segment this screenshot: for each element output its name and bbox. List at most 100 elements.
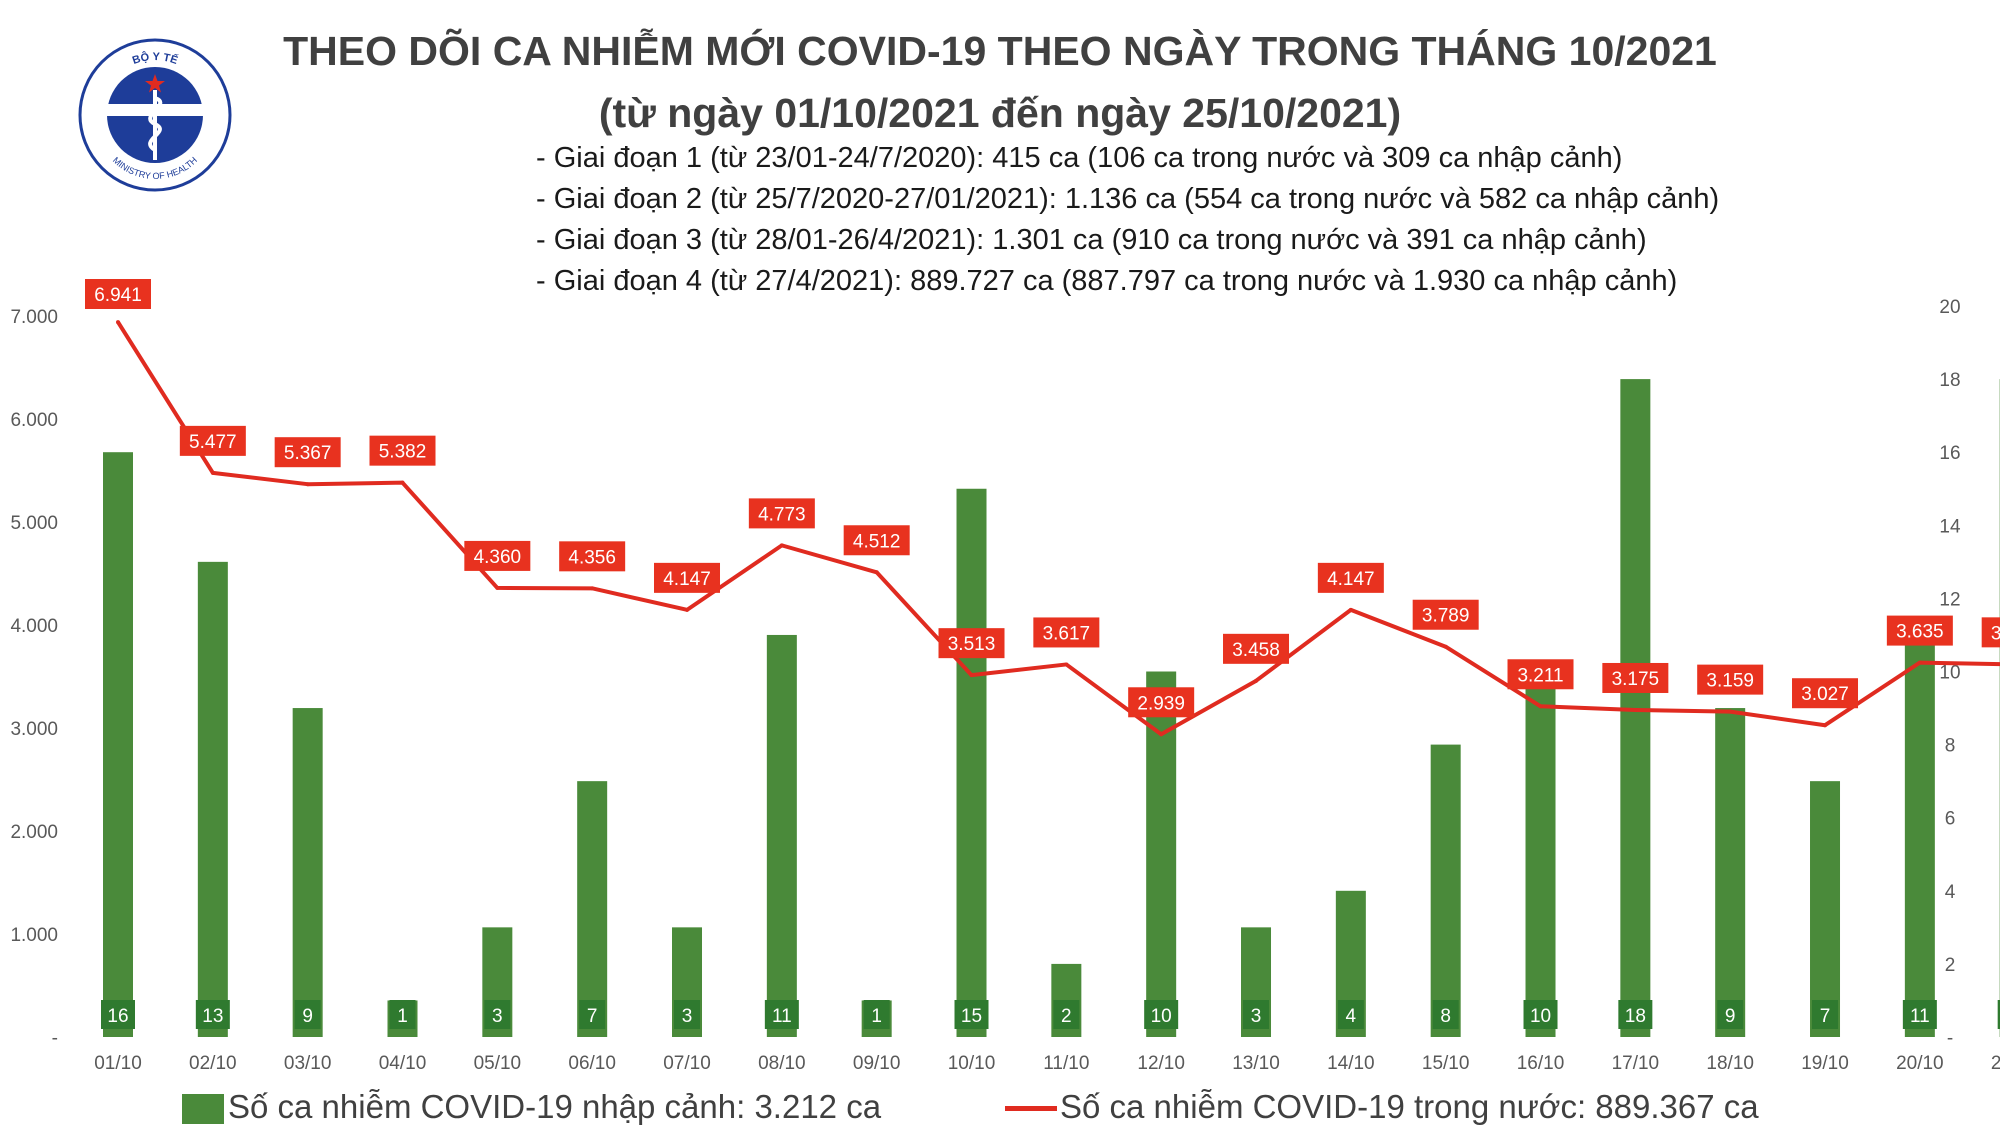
line-value-label: 3.211 xyxy=(1517,665,1563,686)
y-right-tick-label: 20 xyxy=(1939,297,1960,318)
phase-3-text: - Giai đoạn 3 (từ 28/01-26/4/2021): 1.30… xyxy=(536,224,1647,256)
x-tick-label: 02/10 xyxy=(189,1053,237,1074)
line-value-label: 4.360 xyxy=(474,547,522,568)
bar-18/10 xyxy=(1715,708,1746,1037)
line-point-03/10 xyxy=(305,482,310,487)
bar-value-label: 10 xyxy=(1530,1006,1551,1027)
bar-06/10 xyxy=(577,781,608,1037)
line-point-07/10 xyxy=(685,607,690,612)
bar-label-bg xyxy=(195,1000,230,1029)
line-label-bg xyxy=(85,279,151,309)
y-left-tick-label: 6.000 xyxy=(10,410,58,431)
y-right-tick-label: 6 xyxy=(1945,809,1956,830)
line-point-11/10 xyxy=(1064,662,1069,667)
x-tick-label: 07/10 xyxy=(663,1053,711,1074)
bar-label-bg xyxy=(1053,1000,1080,1029)
bar-value-label: 18 xyxy=(1625,1006,1646,1027)
bar-value-label: 7 xyxy=(587,1006,598,1027)
x-tick-label: 14/10 xyxy=(1327,1053,1375,1074)
bar-label-bg xyxy=(294,1000,321,1029)
bar-label-bg xyxy=(954,1000,989,1029)
line-value-label: 4.147 xyxy=(663,569,711,590)
legend-line-swatch xyxy=(1005,1106,1057,1111)
line-value-label: 4.147 xyxy=(1327,569,1375,590)
y-right-tick-label: 4 xyxy=(1945,882,1956,903)
line-value-label: 4.773 xyxy=(758,504,806,525)
bar-label-bg xyxy=(1997,1000,2000,1029)
line-label-bg xyxy=(1981,617,2000,648)
line-label-bg xyxy=(1886,615,1953,646)
line-value-label: 5.367 xyxy=(284,443,332,464)
x-tick-label: 10/10 xyxy=(948,1053,996,1074)
x-tick-label: 17/10 xyxy=(1612,1053,1660,1074)
y-right-tick-label: 10 xyxy=(1939,663,1960,684)
line-value-label: 3.159 xyxy=(1706,671,1754,692)
line-point-04/10 xyxy=(400,480,405,485)
line-label-bg xyxy=(654,562,721,593)
x-tick-label: 06/10 xyxy=(568,1053,616,1074)
line-label-bg xyxy=(1602,662,1669,693)
phase-4-text: - Giai đoạn 4 (từ 27/4/2021): 889.727 ca… xyxy=(536,265,1678,297)
x-tick-label: 04/10 xyxy=(379,1053,427,1074)
x-tick-label: 01/10 xyxy=(94,1053,142,1074)
svg-text:BỘ Y TẾ: BỘ Y TẾ xyxy=(131,50,180,67)
legend-bar-label: Số ca nhiễm COVID-19 nhập cảnh: 3.212 ca xyxy=(228,1088,882,1125)
x-tick-label: 21/10 xyxy=(1991,1053,2000,1074)
line-point-15/10 xyxy=(1443,644,1448,649)
line-label-bg xyxy=(1033,617,1100,648)
bar-value-label: 1 xyxy=(871,1006,882,1027)
bar-20/10 xyxy=(1904,634,1935,1037)
line-value-label: 5.382 xyxy=(379,442,427,463)
logo-top-text: BỘ Y TẾ xyxy=(131,50,180,67)
bar-value-label: 10 xyxy=(1151,1006,1172,1027)
line-label-bg xyxy=(843,525,910,556)
phase-1-text: - Giai đoạn 1 (từ 23/01-24/7/2020): 415 … xyxy=(536,142,1623,174)
bar-label-bg xyxy=(1144,1000,1179,1029)
line-label-bg xyxy=(179,425,246,456)
bar-label-bg xyxy=(1432,1000,1459,1029)
line-label-bg xyxy=(274,437,341,468)
line-point-12/10 xyxy=(1159,732,1164,737)
bar-value-label: 3 xyxy=(492,1006,503,1027)
x-tick-label: 12/10 xyxy=(1137,1053,1185,1074)
line-value-label: 4.512 xyxy=(853,531,901,552)
line-point-01/10 xyxy=(116,320,120,325)
line-value-label: 6.941 xyxy=(94,285,142,306)
y-left-tick-label: 7.000 xyxy=(10,307,58,328)
line-label-bg xyxy=(748,498,815,529)
bar-03/10 xyxy=(292,708,323,1037)
chart-title: THEO DÕI CA NHIỄM MỚI COVID-19 THEO NGÀY… xyxy=(283,28,1717,74)
bar-value-label: 11 xyxy=(772,1006,792,1027)
line-value-label: 3.175 xyxy=(1612,669,1660,690)
bar-label-bg xyxy=(863,1000,890,1029)
line-label-bg xyxy=(369,435,436,466)
line-label-bg xyxy=(1792,678,1859,709)
x-tick-label: 11/10 xyxy=(1043,1053,1089,1074)
bar-label-bg xyxy=(1243,1000,1270,1029)
bar-19/10 xyxy=(1810,781,1841,1037)
bar-label-bg xyxy=(389,1000,416,1029)
y-right-tick-label: 14 xyxy=(1939,516,1961,537)
line-label-bg xyxy=(1128,687,1195,718)
x-tick-label: 20/10 xyxy=(1896,1053,1944,1074)
bar-value-label: 8 xyxy=(1440,1006,1451,1027)
line-point-05/10 xyxy=(495,585,500,590)
bar-label-bg xyxy=(1717,1000,1744,1029)
line-label-bg xyxy=(1507,659,1574,690)
line-point-10/10 xyxy=(969,673,974,678)
x-tick-label: 09/10 xyxy=(853,1053,901,1074)
bar-label-bg xyxy=(1902,1000,1937,1029)
line-value-label: 3.617 xyxy=(1043,623,1091,644)
line-point-19/10 xyxy=(1823,723,1828,728)
y-right-tick-label: 18 xyxy=(1939,370,1960,391)
x-tick-label: 08/10 xyxy=(758,1053,806,1074)
line-label-bg xyxy=(1697,664,1764,695)
bar-10/10 xyxy=(956,488,987,1037)
chart-subtitle: (từ ngày 01/10/2021 đến ngày 25/10/2021) xyxy=(598,90,1402,136)
line-label-bg xyxy=(938,628,1005,659)
x-tick-label: 18/10 xyxy=(1706,1053,1754,1074)
line-label-bg xyxy=(1412,599,1479,630)
line-value-label: 3.618 xyxy=(1991,623,2000,644)
y-right-tick-label: 12 xyxy=(1939,589,1960,610)
